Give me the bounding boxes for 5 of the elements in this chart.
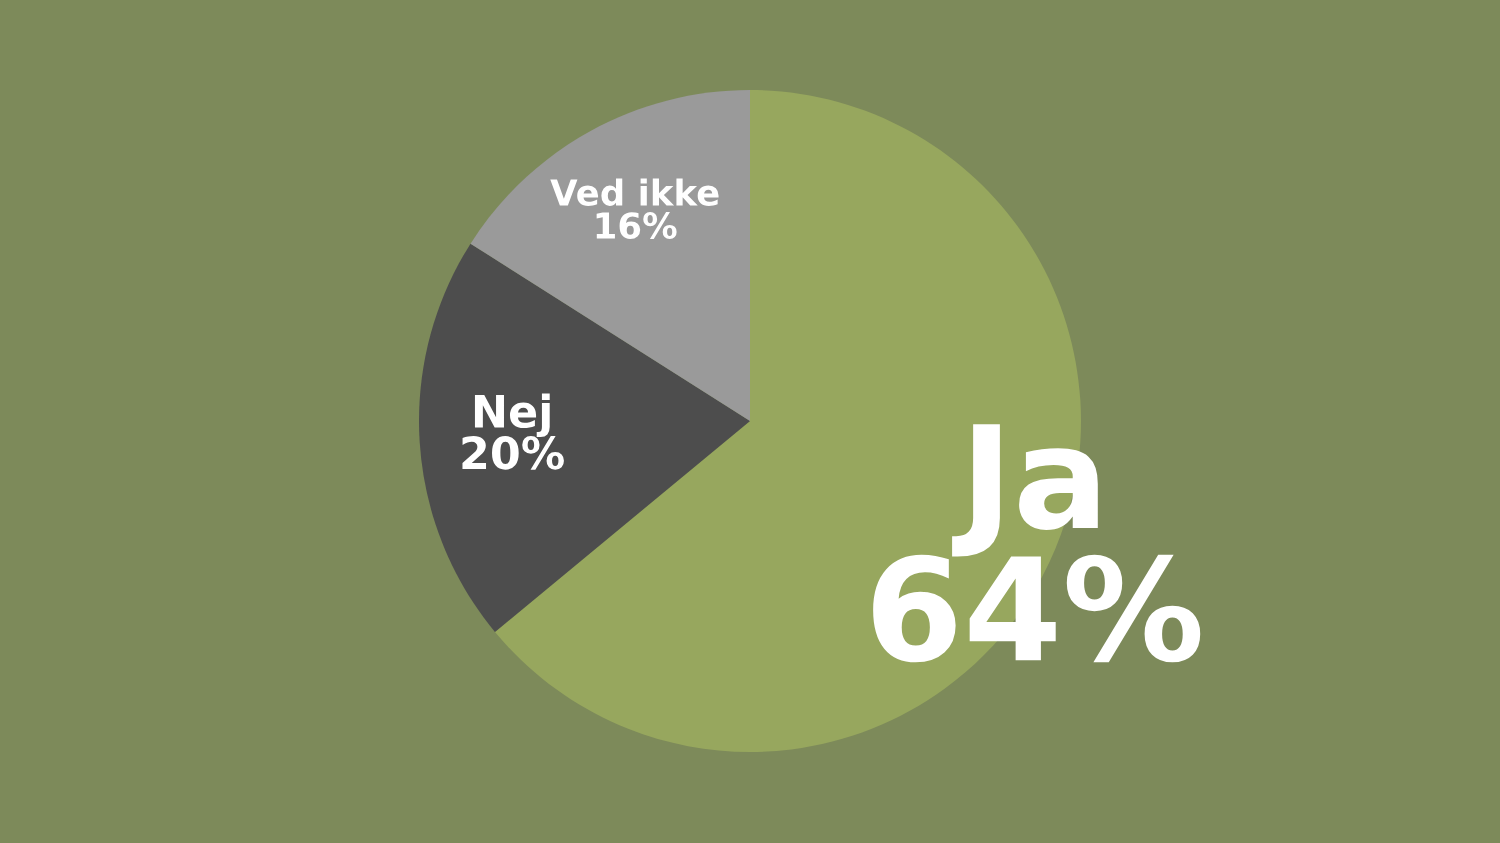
data-label: 16% — [596, 212, 677, 240]
data-label: 20% — [462, 436, 564, 470]
slice-label: Nej — [474, 393, 550, 437]
pie-slice — [419, 243, 750, 632]
slice-label: Ved ikke — [550, 178, 719, 206]
